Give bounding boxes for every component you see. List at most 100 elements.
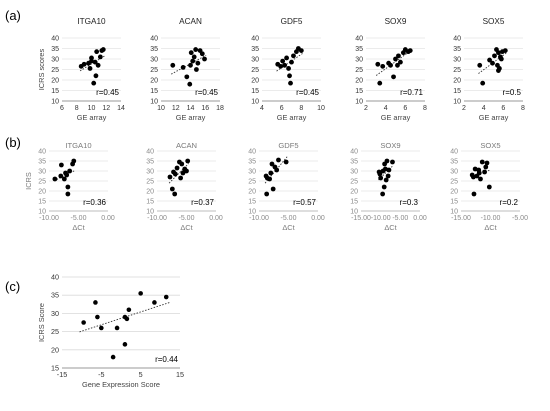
- data-point: [407, 48, 413, 53]
- y-tick-label: 15: [150, 88, 158, 95]
- data-point: [380, 168, 386, 174]
- x-tick-label: -10.00: [371, 215, 391, 222]
- data-point: [398, 59, 403, 65]
- y-tick-label: 15: [350, 199, 358, 206]
- data-point: [65, 184, 71, 190]
- data-point: [283, 159, 289, 165]
- data-point: [122, 314, 128, 320]
- data-point: [195, 60, 201, 66]
- y-tick-label: 10: [51, 99, 59, 106]
- y-tick-label: 20: [150, 78, 158, 85]
- data-point: [492, 53, 497, 59]
- x-tick-label: 10: [88, 105, 96, 112]
- x-tick-label: 12: [172, 105, 180, 112]
- data-point: [298, 48, 304, 53]
- data-point: [486, 184, 492, 190]
- x-tick-label: -15.00: [351, 215, 371, 222]
- data-point: [188, 62, 193, 68]
- y-tick-label: 25: [51, 327, 59, 336]
- data-point: [163, 294, 169, 300]
- x-tick-label: 0.00: [311, 215, 325, 222]
- chart-b-4: 10 15 20 25 30 35 40 -15.00 -10.00 -5.00 SOX5 ΔCt r=…: [450, 141, 528, 232]
- x-axis-label: GE array: [479, 113, 509, 122]
- y-tick-label: 35: [350, 159, 358, 166]
- data-point: [375, 61, 381, 67]
- x-tick-label: 4: [260, 105, 264, 112]
- y-tick-label: 30: [350, 169, 358, 176]
- data-point: [490, 60, 495, 66]
- y-tick-label: 20: [51, 345, 59, 354]
- data-point: [278, 63, 284, 69]
- data-point: [122, 342, 128, 347]
- y-tick-label: 30: [453, 57, 461, 64]
- data-point: [58, 162, 64, 168]
- data-point: [138, 291, 143, 296]
- x-tick-label: -5.00: [512, 215, 528, 222]
- data-point: [280, 58, 286, 64]
- y-tick-label: 40: [146, 149, 154, 156]
- data-point: [476, 170, 482, 176]
- data-point: [114, 325, 120, 331]
- data-point: [110, 354, 116, 360]
- chart-title: ACAN: [179, 17, 202, 26]
- data-point: [81, 320, 86, 325]
- y-tick-label: 20: [350, 189, 358, 196]
- y-axis-label: ICRS scores: [37, 48, 46, 90]
- r-annotation: r=0.37: [191, 198, 214, 207]
- x-axis-label: GE array: [277, 113, 307, 122]
- chart-title: SOX9: [380, 141, 400, 150]
- data-point: [484, 160, 490, 166]
- data-point: [100, 47, 106, 52]
- panel-label-b: (b): [5, 135, 21, 150]
- data-point: [92, 59, 98, 65]
- data-point: [58, 173, 64, 179]
- chart-title: GDF5: [281, 17, 303, 26]
- data-point: [385, 173, 391, 179]
- y-tick-label: 10: [355, 99, 363, 106]
- data-point: [61, 176, 67, 182]
- data-point: [480, 80, 486, 86]
- data-point: [91, 80, 97, 86]
- chart-a-1: 10 15 20 25 30 35 40 10 12 14 16 18 ACAN GE array r=0.…: [150, 17, 224, 122]
- x-tick-label: 10: [317, 105, 325, 112]
- data-point: [287, 73, 292, 79]
- y-tick-label: 30: [248, 169, 256, 176]
- r-annotation: r=0.45: [195, 88, 218, 97]
- y-tick-label: 35: [38, 159, 46, 166]
- data-point: [94, 49, 100, 55]
- r-annotation: r=0.3: [400, 198, 419, 207]
- x-axis-label: Gene Expression Score: [82, 380, 160, 389]
- data-point: [93, 300, 98, 305]
- data-point: [264, 191, 270, 197]
- data-point: [67, 168, 73, 174]
- data-point: [199, 51, 205, 57]
- r-annotation: r=0.5: [503, 88, 522, 97]
- data-point: [282, 62, 288, 68]
- y-tick-label: 10: [450, 209, 458, 216]
- y-tick-label: 30: [450, 169, 458, 176]
- x-tick-label: 0.00: [101, 215, 115, 222]
- y-axis-label: ICRS Score: [37, 303, 46, 342]
- data-point: [478, 176, 483, 182]
- y-tick-label: 15: [51, 88, 59, 95]
- data-point: [284, 55, 289, 61]
- data-point: [483, 164, 489, 170]
- chart-title: GDF5: [278, 141, 298, 150]
- y-tick-label: 35: [146, 159, 154, 166]
- x-tick-label: 2: [364, 105, 368, 112]
- r-annotation: r=0.44: [155, 355, 178, 364]
- data-point: [498, 56, 504, 62]
- data-point: [89, 58, 94, 64]
- x-tick-label: 6: [501, 105, 505, 112]
- y-tick-label: 25: [453, 67, 461, 74]
- chart-title: ITGA10: [65, 141, 91, 150]
- x-tick-label: 8: [521, 105, 525, 112]
- data-point: [470, 174, 476, 180]
- chart-c-0: 15 20 25 30 35 40 -15 -5 5 15 Gene Expression Scor…: [37, 273, 184, 390]
- data-point: [479, 159, 485, 165]
- data-point: [390, 159, 395, 165]
- data-point: [477, 62, 483, 68]
- data-point: [202, 56, 207, 62]
- data-point: [286, 66, 291, 71]
